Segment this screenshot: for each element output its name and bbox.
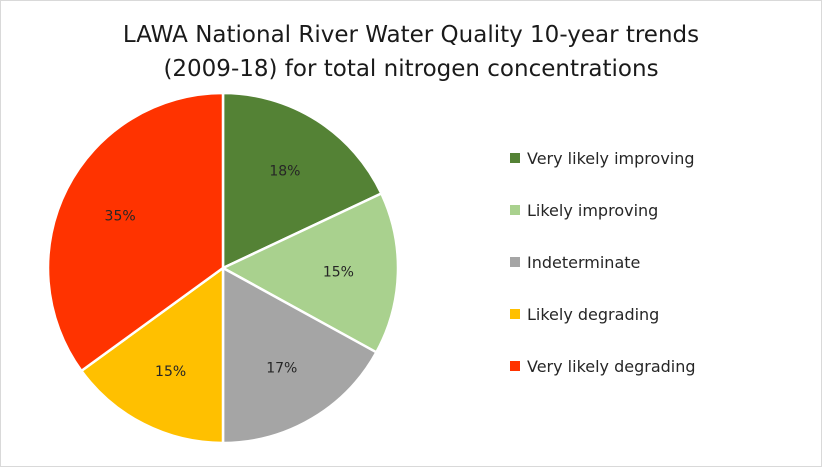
chart-title-line-2: (2009-18) for total nitrogen concentrati… xyxy=(163,56,659,82)
legend: Very likely improving Likely improving Ind… xyxy=(510,132,696,392)
legend-label-1: Likely improving xyxy=(527,200,659,220)
legend-label-2: Indeterminate xyxy=(527,252,641,272)
legend-item-3: Likely degrading xyxy=(510,288,696,340)
pie-slice-0 xyxy=(221,91,383,270)
legend-swatch-0 xyxy=(510,153,520,163)
data-label-4: 35% xyxy=(105,209,136,225)
legend-item-1: Likely improving xyxy=(510,184,696,236)
legend-swatch-4 xyxy=(510,361,520,371)
chart-title-line-1: LAWA National River Water Quality 10-yea… xyxy=(122,22,700,48)
data-label-0: 18% xyxy=(269,164,300,180)
legend-label-4: Very likely degrading xyxy=(527,356,696,376)
legend-label-3: Likely degrading xyxy=(527,304,660,324)
pie-slice-4 xyxy=(46,91,225,373)
legend-swatch-1 xyxy=(510,205,520,215)
pie-slice-1 xyxy=(221,192,400,354)
pie-slice-3 xyxy=(80,266,225,445)
legend-item-0: Very likely improving xyxy=(510,132,696,184)
legend-item-4: Very likely degrading xyxy=(510,340,696,392)
data-label-1: 15% xyxy=(323,265,354,281)
legend-swatch-2 xyxy=(510,257,520,267)
data-label-2: 17% xyxy=(266,360,297,376)
legend-label-0: Very likely improving xyxy=(527,148,695,168)
data-label-3: 15% xyxy=(155,364,186,380)
legend-item-2: Indeterminate xyxy=(510,236,696,288)
legend-swatch-3 xyxy=(510,309,520,319)
chart-title: LAWA National River Water Quality 10-yea… xyxy=(0,18,822,86)
pie-slice-2 xyxy=(221,266,378,445)
